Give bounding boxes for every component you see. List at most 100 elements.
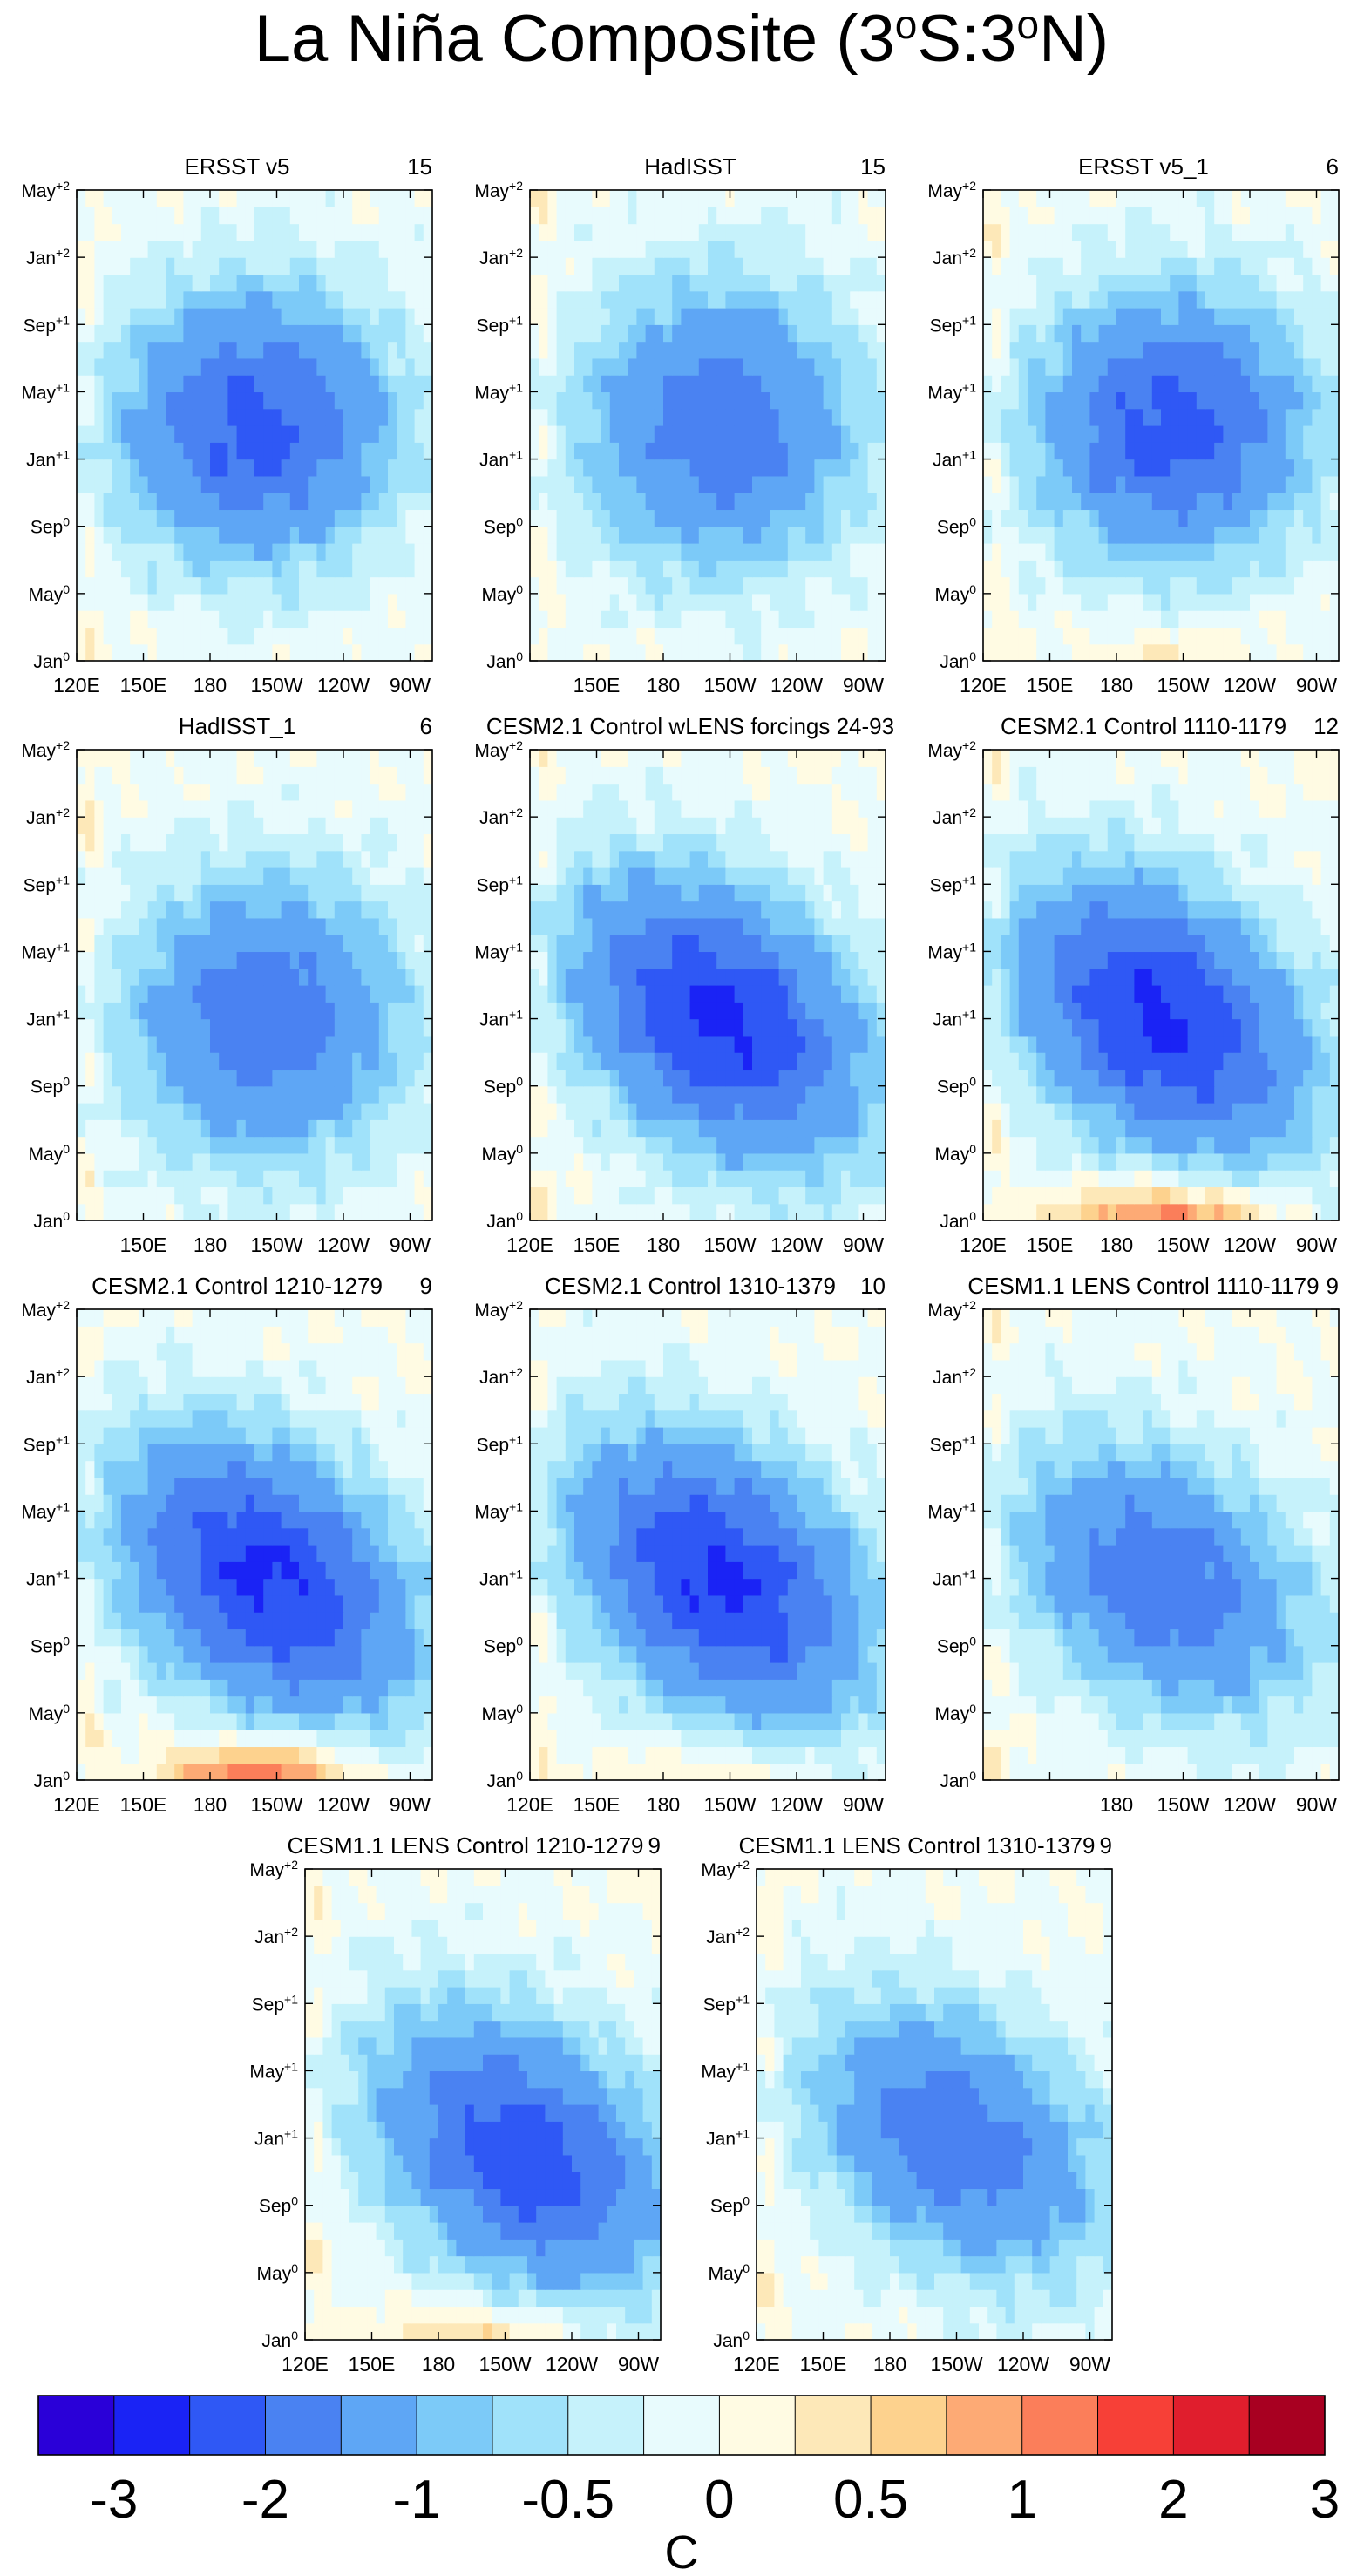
field-cell bbox=[77, 610, 86, 629]
field-cell bbox=[601, 643, 611, 662]
field-cell bbox=[281, 207, 291, 225]
field-cell bbox=[343, 1186, 353, 1205]
field-cell bbox=[423, 442, 433, 460]
field-cell bbox=[352, 526, 362, 544]
field-cell bbox=[77, 627, 86, 645]
field-cell bbox=[316, 799, 327, 818]
field-cell bbox=[1187, 274, 1198, 292]
field-cell bbox=[85, 1119, 95, 1138]
field-cell bbox=[130, 850, 139, 868]
field-cell bbox=[1143, 207, 1153, 225]
field-cell bbox=[867, 576, 878, 595]
field-cell bbox=[1187, 223, 1198, 241]
field-cell bbox=[778, 643, 789, 662]
field-cell bbox=[423, 425, 433, 443]
field-cell bbox=[1151, 442, 1162, 460]
field-cell bbox=[227, 543, 238, 561]
field-cell bbox=[770, 643, 780, 662]
field-cell bbox=[770, 526, 780, 544]
field-cell bbox=[539, 475, 548, 493]
field-cell bbox=[121, 1069, 131, 1087]
field-cell bbox=[352, 1103, 362, 1120]
field-cell bbox=[263, 833, 273, 852]
field-cell bbox=[192, 643, 202, 662]
field-cell bbox=[1072, 190, 1082, 207]
field-cell bbox=[619, 425, 628, 443]
field-cell bbox=[645, 610, 655, 629]
field-cell bbox=[992, 324, 1001, 343]
field-cell bbox=[601, 442, 611, 460]
field-cell bbox=[539, 1069, 548, 1087]
field-cell bbox=[761, 240, 770, 258]
field-cell bbox=[1072, 643, 1082, 662]
field-cell bbox=[841, 257, 851, 275]
field-cell bbox=[761, 274, 770, 292]
field-cell bbox=[210, 817, 220, 835]
field-cell bbox=[663, 475, 673, 493]
field-cell bbox=[761, 207, 770, 225]
field-cell bbox=[983, 223, 993, 241]
field-cell bbox=[361, 610, 371, 629]
field-cell bbox=[1028, 240, 1037, 258]
field-cell bbox=[85, 290, 95, 309]
field-cell bbox=[308, 223, 317, 241]
field-cell bbox=[1223, 593, 1233, 611]
field-cell bbox=[414, 1136, 424, 1154]
field-cell bbox=[1276, 493, 1286, 511]
field-cell bbox=[805, 290, 815, 309]
field-cell bbox=[210, 850, 220, 868]
field-cell bbox=[245, 223, 255, 241]
field-cell bbox=[77, 442, 86, 460]
field-cell bbox=[147, 783, 158, 801]
field-cell bbox=[200, 783, 211, 801]
field-cell bbox=[761, 257, 770, 275]
field-cell bbox=[654, 240, 664, 258]
field-cell bbox=[130, 576, 139, 595]
field-cell bbox=[1294, 223, 1304, 241]
field-cell bbox=[334, 833, 344, 852]
field-cell bbox=[628, 560, 637, 578]
field-cell bbox=[343, 850, 353, 868]
field-cell bbox=[530, 560, 539, 578]
field-cell bbox=[645, 526, 655, 544]
field-cell bbox=[1107, 324, 1117, 343]
field-cell bbox=[236, 968, 247, 986]
field-cell bbox=[183, 1085, 193, 1104]
field-cell bbox=[1329, 442, 1340, 460]
field-cell bbox=[1028, 408, 1037, 426]
field-cell bbox=[77, 1170, 86, 1188]
field-cell bbox=[1232, 207, 1242, 225]
field-cell bbox=[1125, 493, 1135, 511]
field-cell bbox=[281, 867, 291, 885]
field-cell bbox=[814, 341, 825, 359]
field-cell bbox=[414, 223, 424, 241]
field-cell bbox=[1116, 493, 1126, 511]
field-cell bbox=[183, 391, 193, 410]
field-cell bbox=[831, 493, 842, 511]
field-cell bbox=[689, 475, 700, 493]
field-cell bbox=[831, 475, 842, 493]
field-cell bbox=[405, 850, 416, 868]
field-cell bbox=[192, 493, 202, 511]
field-cell bbox=[325, 560, 336, 578]
field-cell bbox=[636, 459, 647, 477]
field-cell bbox=[85, 951, 95, 969]
field-cell bbox=[397, 1203, 406, 1221]
field-cell bbox=[592, 543, 602, 561]
field-cell bbox=[334, 867, 344, 885]
field-cell bbox=[210, 459, 220, 477]
field-cell bbox=[761, 593, 770, 611]
field-cell bbox=[1170, 425, 1179, 443]
field-cell bbox=[787, 357, 797, 376]
field-cell bbox=[663, 1136, 673, 1154]
field-cell bbox=[289, 1052, 300, 1071]
field-cell bbox=[636, 1085, 647, 1104]
field-cell bbox=[174, 576, 184, 595]
field-cell bbox=[166, 1119, 175, 1138]
field-cell bbox=[770, 1119, 780, 1138]
field-cell bbox=[263, 951, 273, 969]
field-cell bbox=[1028, 593, 1037, 611]
field-cell bbox=[778, 1203, 789, 1221]
field-cell bbox=[378, 1018, 389, 1037]
field-cell bbox=[805, 593, 815, 611]
